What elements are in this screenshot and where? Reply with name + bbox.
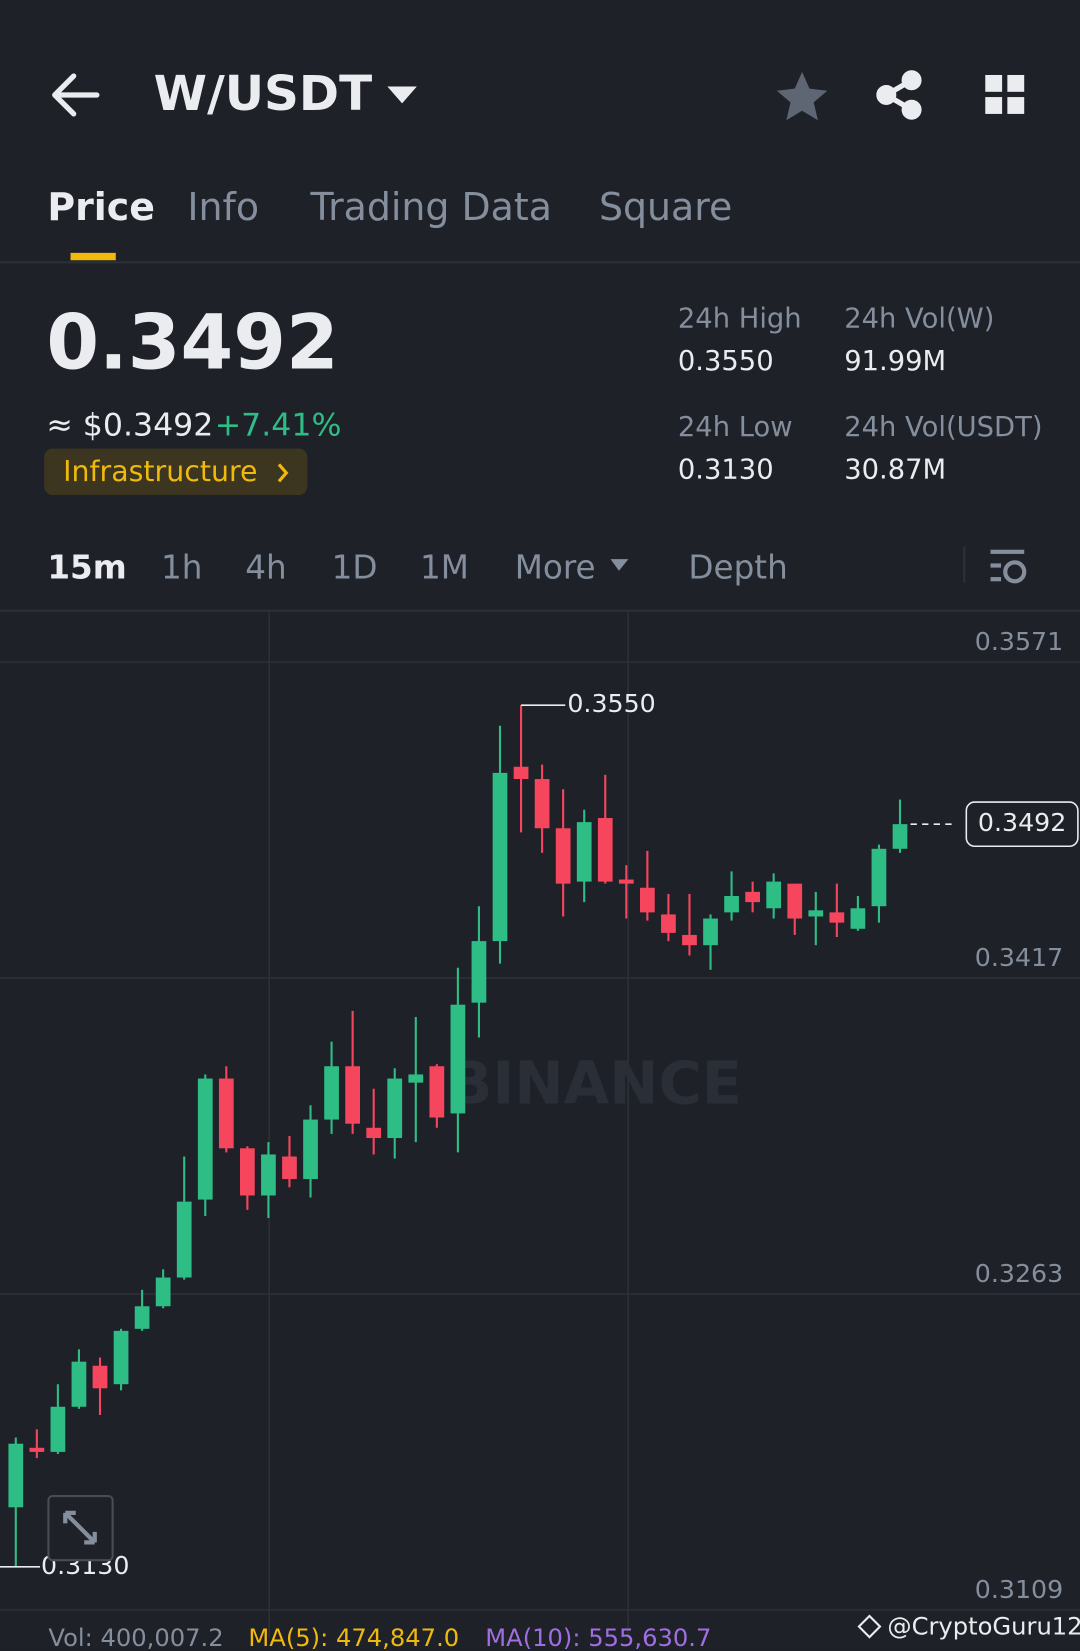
last-price-box (965, 801, 1079, 848)
interval[interactable]: 1D (332, 549, 378, 587)
more-dropdown[interactable] (610, 559, 629, 571)
divider (0, 609, 1080, 612)
stat-value: 30.87M (844, 454, 946, 485)
candle-body (261, 1154, 276, 1196)
tab-indicator (70, 252, 116, 261)
candlestick-chart: 0.35710.34170.32630.31090.35500.31300.34… (0, 627, 1080, 1611)
tab[interactable]: Info (187, 185, 259, 229)
candle-body (871, 848, 887, 907)
tag-arrow (277, 463, 289, 483)
interval[interactable]: 15m (47, 549, 126, 587)
candle-body (240, 1148, 255, 1196)
y-tick-label: 0.3109 (975, 1575, 1063, 1604)
candle-body (218, 1078, 234, 1149)
candle-body (661, 914, 676, 933)
watermark: BINANCE (447, 1049, 742, 1118)
chart-settings-icon[interactable] (990, 549, 1027, 584)
candle-body (724, 895, 739, 913)
price-change: +7.41% (215, 408, 342, 444)
candle-body (387, 1078, 403, 1139)
candle-body (324, 1066, 339, 1120)
candle-body (892, 824, 908, 849)
candle-body (745, 891, 760, 903)
candle-body (8, 1443, 24, 1508)
stat-value: 0.3550 (678, 346, 774, 377)
favorite-icon[interactable] (776, 71, 828, 121)
stat-label: 24h Low (678, 412, 793, 443)
candle-body (555, 828, 571, 884)
ma10: MA(10): 555,630.7 (485, 1624, 711, 1651)
expand-button[interactable] (47, 1494, 114, 1562)
candle-body (787, 883, 803, 919)
candle-body (471, 941, 487, 1003)
candle-body (303, 1119, 318, 1180)
usd-price: ≈ $0.3492 (46, 408, 213, 444)
stat-value: 0.3130 (678, 454, 774, 485)
candle-body (829, 912, 845, 923)
candle-body (703, 918, 718, 946)
tag[interactable]: Infrastructure (63, 455, 257, 488)
share-icon[interactable] (876, 70, 922, 120)
candle-body (155, 1277, 171, 1307)
candle-body (71, 1361, 87, 1407)
v-grid-line (268, 611, 270, 1639)
y-tick-label: 0.3263 (975, 1259, 1063, 1288)
candle-body (366, 1127, 382, 1139)
back-button[interactable] (52, 73, 100, 117)
stat-label: 24h High (678, 304, 802, 335)
layout-icon[interactable] (985, 74, 1025, 114)
stat-label: 24h Vol(USDT) (844, 412, 1042, 443)
candle-body (513, 766, 529, 780)
pair-dropdown[interactable] (387, 86, 417, 104)
candle-body (197, 1078, 213, 1200)
interval[interactable]: 1h (161, 549, 202, 587)
last-price-label: 0.3492 (978, 808, 1066, 837)
ma5: MA(5): 474,847.0 (248, 1624, 459, 1651)
y-tick-label: 0.3417 (975, 943, 1063, 972)
max-label: 0.3550 (567, 689, 655, 718)
stat-label: 24h Vol(W) (844, 304, 994, 335)
candle-body (176, 1201, 192, 1278)
divider (0, 261, 1080, 264)
candle-body (29, 1447, 45, 1452)
interval[interactable]: 4h (245, 549, 286, 587)
separator (963, 546, 966, 583)
candle-body (766, 881, 782, 909)
credit-logo (857, 1614, 882, 1639)
pair-title[interactable]: W/USDT (154, 66, 372, 122)
candle-body (345, 1066, 360, 1124)
candle-body (429, 1066, 445, 1118)
candle-body (113, 1330, 129, 1385)
tab[interactable]: Price (47, 185, 155, 229)
credit: @CryptoGuru12 (887, 1613, 1080, 1641)
last-price: 0.3492 (46, 299, 338, 387)
interval[interactable]: 1M (420, 549, 469, 587)
y-tick-label: 0.3571 (975, 627, 1063, 656)
interval[interactable]: Depth (688, 549, 787, 587)
candle-body (492, 772, 508, 942)
candle-body (408, 1074, 424, 1083)
tab[interactable]: Trading Data (310, 185, 552, 229)
candle-body (850, 908, 866, 929)
candle-body (450, 1004, 466, 1114)
candle-body (534, 779, 550, 829)
candle-body (576, 822, 592, 882)
candle-body (618, 879, 634, 884)
candle-body (682, 934, 697, 946)
candle-body (50, 1406, 66, 1452)
stat-value: 91.99M (844, 346, 946, 377)
tab[interactable]: Square (599, 185, 732, 229)
candle-body (282, 1156, 297, 1180)
candle-body (134, 1306, 150, 1329)
interval[interactable]: More (515, 549, 596, 587)
tag-box[interactable] (44, 448, 308, 495)
v-grid-line (627, 611, 629, 1639)
volume: Vol: 400,007.2 (48, 1624, 223, 1651)
candle-body (597, 818, 613, 882)
candle-body (92, 1365, 108, 1389)
candle-body (640, 887, 655, 913)
candle-body (808, 910, 824, 917)
